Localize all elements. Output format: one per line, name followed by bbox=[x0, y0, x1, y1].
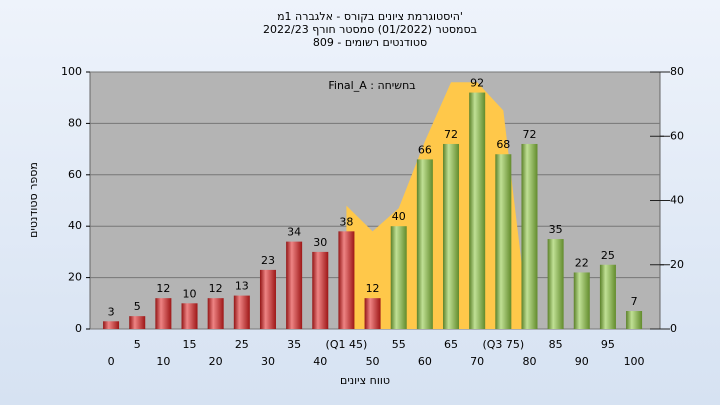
bar bbox=[233, 295, 250, 329]
bar bbox=[573, 272, 590, 329]
value-label: 35 bbox=[549, 223, 563, 236]
value-label: 12 bbox=[156, 282, 170, 295]
y2-tick-label: 0 bbox=[670, 322, 677, 335]
x-tick-label: 35 bbox=[287, 338, 301, 351]
bar bbox=[495, 154, 512, 329]
value-label: 13 bbox=[235, 280, 249, 293]
y-tick-label: 0 bbox=[75, 322, 82, 335]
value-label: 34 bbox=[287, 226, 301, 239]
y2-tick-label: 80 bbox=[670, 65, 684, 78]
bar bbox=[390, 226, 407, 329]
x-tick-label: 0 bbox=[108, 355, 115, 368]
bar bbox=[416, 159, 433, 329]
bar bbox=[181, 303, 198, 329]
value-label: 7 bbox=[631, 295, 638, 308]
x-tick-label: 25 bbox=[235, 338, 249, 351]
bar bbox=[443, 143, 460, 329]
y-axis-label: מספר סטודנטים bbox=[27, 162, 40, 238]
bar bbox=[626, 311, 643, 329]
bar bbox=[207, 298, 224, 329]
value-label: 92 bbox=[470, 77, 484, 90]
bar bbox=[312, 251, 329, 329]
x-tick-label: 5 bbox=[134, 338, 141, 351]
x-tick-label: 10 bbox=[156, 355, 170, 368]
x-tick-label: 50 bbox=[366, 355, 380, 368]
value-label: 12 bbox=[209, 282, 223, 295]
bar bbox=[103, 321, 120, 329]
x-tick-label: (Q1 45) bbox=[326, 338, 368, 351]
bar bbox=[469, 92, 486, 329]
x-tick-label: 100 bbox=[624, 355, 645, 368]
x-tick-label: 20 bbox=[209, 355, 223, 368]
value-label: 3 bbox=[108, 305, 115, 318]
y-tick-label: 100 bbox=[61, 65, 82, 78]
y2-tick-label: 40 bbox=[670, 194, 684, 207]
annotation: Final_A : בחשיחה bbox=[328, 79, 415, 92]
x-tick-label: 65 bbox=[444, 338, 458, 351]
value-label: 38 bbox=[339, 215, 353, 228]
value-label: 12 bbox=[366, 282, 380, 295]
x-tick-label: 70 bbox=[470, 355, 484, 368]
x-tick-label: 85 bbox=[549, 338, 563, 351]
y-tick-label: 40 bbox=[68, 219, 82, 232]
value-label: 10 bbox=[183, 287, 197, 300]
value-label: 40 bbox=[392, 210, 406, 223]
value-label: 66 bbox=[418, 143, 432, 156]
y2-tick-label: 20 bbox=[670, 258, 684, 271]
x-tick-label: 15 bbox=[183, 338, 197, 351]
y2-tick-label: 60 bbox=[670, 129, 684, 142]
value-label: 68 bbox=[496, 138, 510, 151]
bar bbox=[286, 241, 303, 329]
chart-subtitle: סטודנטים רשומים - 809 bbox=[313, 36, 427, 49]
chart-subtitle: בסמסטר (01/2022) סמסטר חורף 2022/23 bbox=[263, 23, 477, 36]
bar bbox=[364, 298, 381, 329]
y-tick-label: 60 bbox=[68, 168, 82, 181]
x-tick-label: (Q3 75) bbox=[482, 338, 524, 351]
bar bbox=[547, 239, 564, 329]
value-label: 30 bbox=[313, 236, 327, 249]
x-tick-label: 80 bbox=[522, 355, 536, 368]
bar bbox=[599, 264, 616, 329]
y-tick-label: 80 bbox=[68, 116, 82, 129]
bar bbox=[155, 298, 172, 329]
value-label: 72 bbox=[444, 128, 458, 141]
value-label: 22 bbox=[575, 256, 589, 269]
bar bbox=[129, 316, 146, 329]
x-tick-label: 60 bbox=[418, 355, 432, 368]
x-tick-label: 95 bbox=[601, 338, 615, 351]
chart-title: היסטוגרמת ציונים בקורס - אלגברה 1מ' bbox=[277, 10, 463, 23]
bar bbox=[338, 231, 355, 329]
value-label: 25 bbox=[601, 249, 615, 262]
x-tick-label: 90 bbox=[575, 355, 589, 368]
value-label: 23 bbox=[261, 254, 275, 267]
x-tick-label: 40 bbox=[313, 355, 327, 368]
bar bbox=[259, 269, 276, 329]
x-tick-label: 30 bbox=[261, 355, 275, 368]
value-label: 72 bbox=[522, 128, 536, 141]
y-tick-label: 20 bbox=[68, 271, 82, 284]
bar bbox=[521, 143, 538, 329]
x-axis-label: טווח ציונים bbox=[340, 374, 390, 387]
x-tick-label: 55 bbox=[392, 338, 406, 351]
value-label: 5 bbox=[134, 300, 141, 313]
